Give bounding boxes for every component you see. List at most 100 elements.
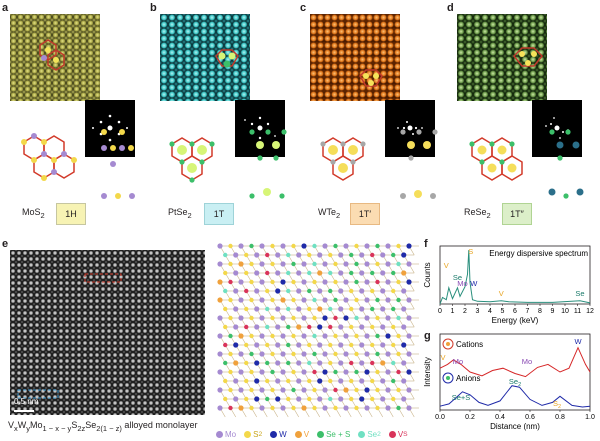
x-axis-label: Distance (nm) — [490, 422, 540, 431]
cation-atom — [385, 351, 391, 357]
anion-atom — [328, 378, 333, 384]
scale-bar-d — [461, 112, 481, 114]
anion-atom — [370, 306, 375, 312]
cation-atom — [359, 378, 365, 384]
stem-image-c — [310, 14, 400, 101]
cation-atom — [359, 324, 365, 330]
anion-atom — [328, 396, 333, 402]
anion-atom — [244, 378, 249, 384]
cation-atom — [406, 369, 412, 375]
anion-atom — [375, 243, 380, 249]
x-tick-label: 0.4 — [495, 414, 505, 421]
cation-atom — [380, 360, 386, 366]
peak-label: V — [444, 261, 449, 270]
anion-atom — [244, 288, 249, 294]
anion-atom — [228, 243, 233, 249]
x-tick-label: 2 — [463, 308, 467, 315]
cation-atom — [364, 315, 370, 321]
cation-atom — [217, 405, 223, 411]
anion-atom — [286, 324, 291, 330]
phase-box-d: 1T″ — [502, 203, 532, 225]
legend-item-4: Se + S — [317, 430, 350, 439]
anion-atom — [307, 378, 312, 384]
cation-atom — [259, 315, 265, 321]
anion-atom — [391, 342, 396, 348]
cation-atom — [280, 297, 286, 303]
x-tick-label: 1 — [451, 308, 455, 315]
cation-atom — [338, 360, 344, 366]
cation-atom — [359, 360, 365, 366]
anion-atom — [249, 369, 254, 375]
cation-icon-dot — [446, 342, 450, 346]
cation-atom — [217, 351, 223, 357]
cation-atom — [254, 378, 260, 384]
anion-atom — [354, 243, 359, 249]
cation-atom — [406, 387, 412, 393]
cation-atom — [238, 333, 244, 339]
legend-swatch — [388, 431, 396, 438]
anion-atom — [396, 261, 401, 267]
cation-atom — [254, 270, 260, 276]
peak-label: Mo — [453, 357, 463, 366]
intensity-profile-chart: 0.0 0.2 0.4 0.6 0.8 1.0 Distance (nm) Intensity… — [423, 333, 595, 431]
stem-image-a — [10, 14, 100, 101]
legend-swatch — [270, 431, 278, 438]
anion-atom — [391, 270, 396, 276]
anion-atom — [307, 270, 312, 276]
peak-label: Se — [575, 289, 584, 298]
cation-atom — [401, 252, 407, 258]
panel-label-a: a — [2, 2, 9, 14]
cation-atom — [364, 369, 370, 375]
anion-profile-line — [439, 385, 591, 408]
cation-atom — [301, 279, 307, 285]
cation-atom — [238, 405, 244, 411]
legend-item-0: Mo — [216, 430, 236, 439]
legend-swatch — [317, 431, 325, 438]
cation-atom — [385, 315, 391, 321]
stem-image-d — [457, 14, 547, 101]
cation-atom — [380, 378, 386, 384]
anion-atom — [391, 378, 396, 384]
anion-atom — [270, 243, 275, 249]
cation-atom — [296, 288, 302, 294]
cation-atom — [238, 243, 244, 249]
cation-atom — [322, 315, 328, 321]
peak-label: S2 — [553, 399, 561, 410]
cation-atom — [401, 342, 407, 348]
cation-atom — [364, 261, 370, 267]
anion-atom — [391, 288, 396, 294]
cation-atom — [359, 396, 365, 402]
anion-atom — [333, 261, 338, 267]
anion-atom — [354, 351, 359, 357]
lattice — [217, 243, 419, 418]
cation-atom — [238, 315, 244, 321]
anion-atom — [249, 279, 254, 285]
cation-atom — [301, 387, 307, 393]
x-tick-label: 0 — [438, 308, 442, 315]
cation-atom — [275, 396, 281, 402]
cation-atom — [338, 306, 344, 312]
legend-label: Se — [367, 430, 378, 439]
cation-atom — [406, 405, 412, 411]
cation-atom — [338, 270, 344, 276]
cation-atom — [343, 243, 349, 249]
cation-atom — [385, 405, 391, 411]
atomic-model-d — [469, 129, 584, 199]
cation-atom — [301, 333, 307, 339]
anion-atom — [244, 306, 249, 312]
scale-bar-e — [14, 410, 34, 412]
cation-atom — [343, 333, 349, 339]
anion-atom — [286, 396, 291, 402]
scale-bar-c — [314, 112, 334, 114]
overlay-a — [39, 39, 65, 71]
anion-atom — [307, 396, 312, 402]
cation-atom — [380, 396, 386, 402]
cation-atom — [301, 297, 307, 303]
panel-label-d: d — [447, 2, 454, 14]
cation-atom — [296, 324, 302, 330]
cation-atom — [359, 252, 365, 258]
cation-atom — [401, 360, 407, 366]
legend-item-3: V — [294, 430, 309, 439]
cation-atom — [233, 252, 239, 258]
legend-item-5: Se 2 — [358, 430, 381, 439]
